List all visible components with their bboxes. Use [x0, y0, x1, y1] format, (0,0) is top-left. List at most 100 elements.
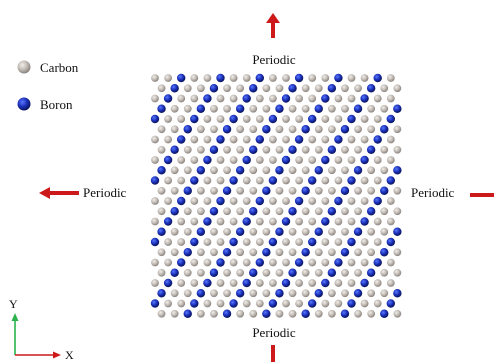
boron-atom	[314, 227, 323, 236]
carbon-atom	[354, 125, 362, 134]
carbon-atom	[360, 135, 369, 144]
carbon-atom	[177, 238, 186, 246]
carbon-atom	[386, 135, 395, 144]
carbon-atom	[242, 176, 251, 185]
carbon-atom	[170, 309, 179, 318]
carbon-atom	[229, 156, 238, 164]
carbon-atom	[203, 115, 212, 123]
periodic-left-label: Periodic	[83, 185, 127, 200]
up-arrow-icon	[271, 22, 275, 38]
carbon-atom	[223, 268, 231, 277]
carbon-atom	[190, 94, 199, 103]
carbon-atom	[242, 258, 251, 267]
boron-atom	[209, 268, 219, 277]
carbon-atom	[314, 84, 323, 93]
left-arrow-shaft-icon	[49, 191, 79, 195]
carbon-atom	[295, 94, 303, 103]
carbon-atom	[314, 125, 323, 134]
boron-atom	[308, 237, 317, 247]
boron-atom	[294, 196, 304, 206]
carbon-atom	[327, 125, 336, 134]
boron-atom	[380, 309, 389, 318]
boron-atom	[327, 145, 337, 154]
carbon-atom	[177, 217, 186, 226]
carbon-atom	[249, 227, 258, 236]
boron-atom	[242, 155, 251, 165]
carbon-atom	[367, 125, 376, 134]
boron-legend-icon	[17, 97, 31, 111]
boron-atom	[203, 217, 212, 226]
boron-atom	[235, 289, 245, 298]
boron-atom	[177, 258, 186, 267]
carbon-atom	[386, 197, 395, 205]
carbon-atom	[393, 145, 402, 154]
carbon-atom	[236, 248, 245, 257]
carbon-atom	[223, 166, 231, 175]
carbon-atom	[216, 115, 225, 123]
boron-atom	[373, 135, 382, 144]
boron-atom	[177, 73, 186, 83]
boron-atom	[262, 248, 271, 257]
carbon-atom	[170, 227, 179, 236]
carbon-atom	[314, 248, 323, 257]
carbon-atom	[386, 279, 395, 287]
carbon-atom	[229, 135, 238, 144]
boron-atom	[281, 94, 291, 103]
carbon-atom	[373, 115, 382, 123]
carbon-atom	[301, 289, 310, 298]
down-arrow-icon	[271, 345, 275, 362]
carbon-atom	[334, 176, 343, 185]
carbon-atom	[157, 186, 166, 195]
boron-atom	[222, 186, 232, 195]
carbon-atom	[190, 197, 199, 205]
atom-lattice	[150, 73, 402, 318]
carbon-atom	[288, 248, 297, 257]
carbon-atom	[164, 197, 173, 205]
boron-atom	[321, 278, 330, 288]
carbon-atom	[229, 197, 238, 205]
boron-atom	[170, 145, 179, 154]
carbon-atom	[373, 176, 382, 185]
carbon-atom	[151, 156, 159, 164]
carbon-atom	[164, 176, 173, 185]
carbon-atom	[242, 238, 251, 246]
boron-atom	[196, 289, 206, 298]
carbon-atom	[164, 238, 173, 246]
right-arrow-icon	[470, 193, 494, 197]
carbon-atom	[380, 268, 389, 277]
boron-atom	[327, 84, 337, 93]
carbon-atom	[314, 207, 323, 216]
boron-atom	[353, 166, 363, 175]
carbon-atom	[170, 186, 179, 195]
boron-atom	[334, 196, 343, 206]
boron-atom	[275, 227, 284, 236]
carbon-atom	[308, 279, 317, 287]
carbon-atom	[223, 84, 231, 93]
carbon-atom	[210, 125, 218, 134]
boron-atom	[347, 114, 356, 124]
carbon-atom	[282, 135, 290, 144]
carbon-atom	[314, 145, 323, 154]
periodic-bottom-label: Periodic	[252, 325, 296, 340]
boron-atom	[216, 258, 225, 267]
carbon-atom	[393, 186, 402, 195]
carbon-atom	[249, 166, 258, 175]
carbon-atom	[334, 279, 343, 287]
carbon-atom	[190, 156, 199, 164]
carbon-atom	[386, 74, 395, 82]
boron-atom	[281, 278, 291, 288]
carbon-atom	[157, 309, 166, 318]
boron-atom	[190, 176, 199, 185]
periodic-top: Periodic	[252, 13, 296, 67]
boron-atom	[353, 227, 363, 236]
boron-atom	[334, 135, 343, 144]
boron-atom	[203, 278, 212, 288]
carbon-atom	[242, 197, 251, 205]
carbon-atom	[354, 145, 362, 154]
periodic-top-label: Periodic	[252, 52, 296, 67]
carbon-atom	[249, 125, 258, 134]
carbon-atom	[223, 145, 231, 154]
boron-atom	[288, 268, 297, 277]
boron-atom	[308, 299, 317, 308]
